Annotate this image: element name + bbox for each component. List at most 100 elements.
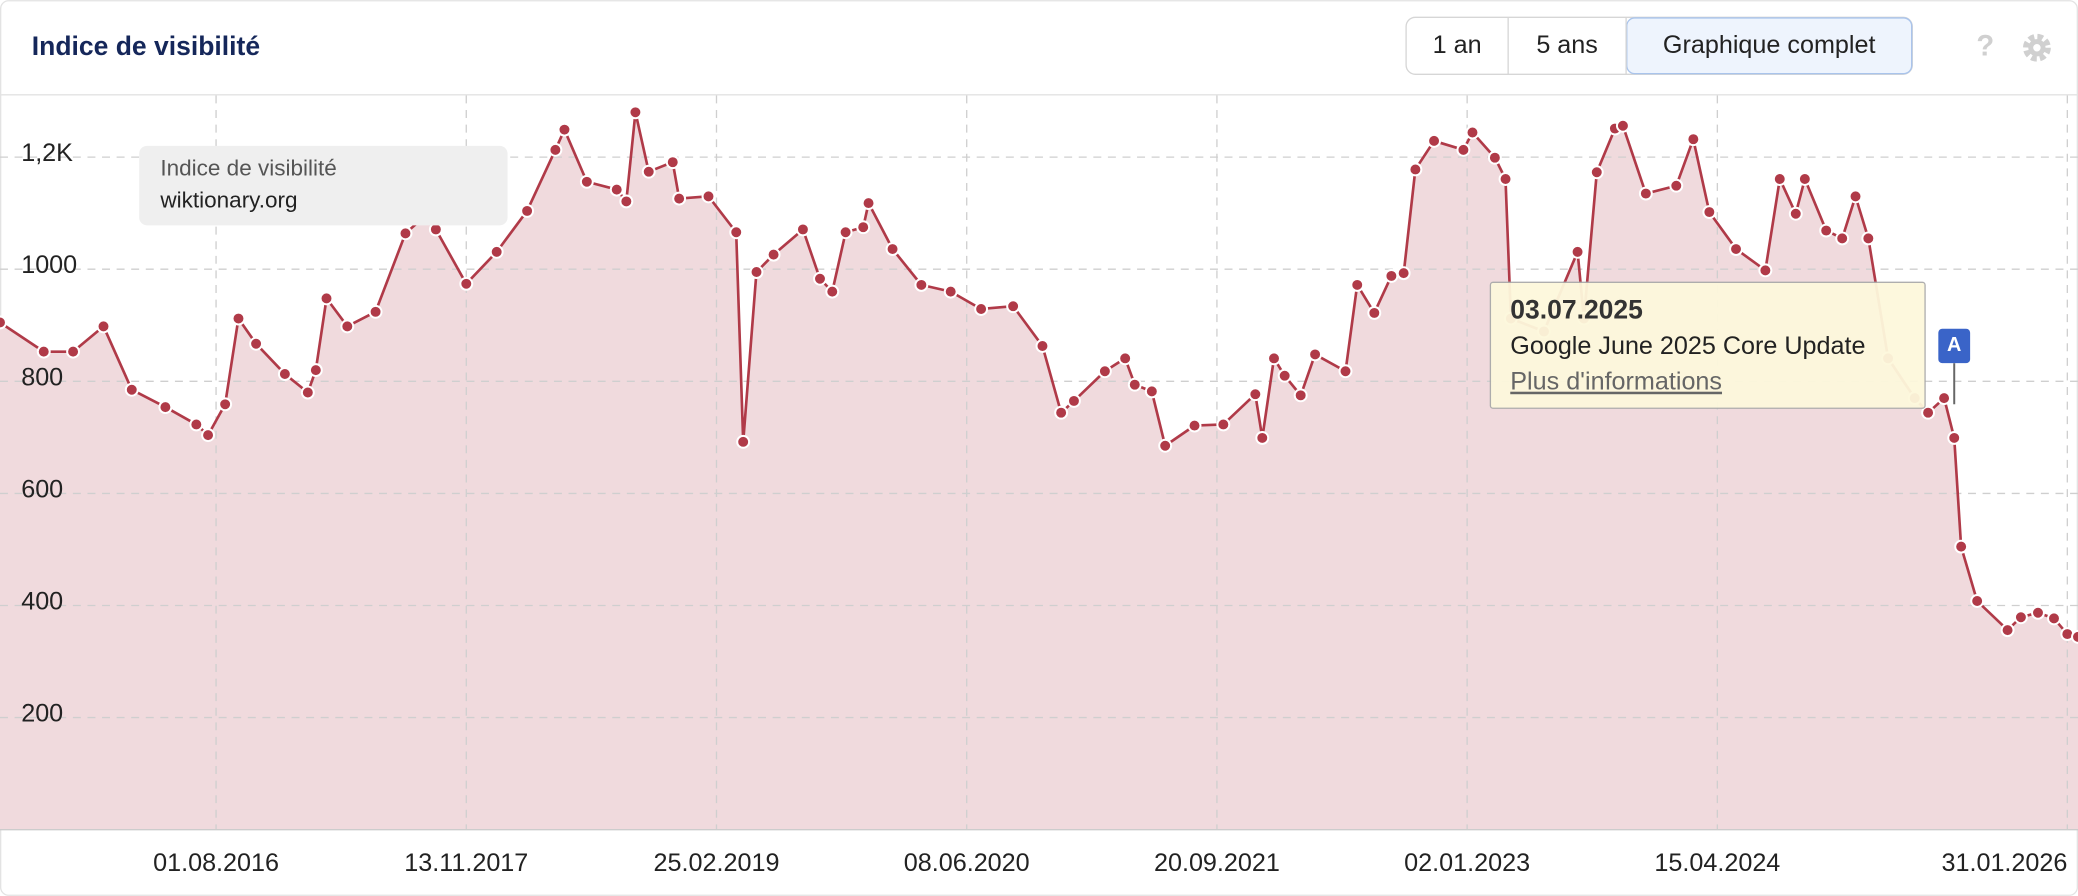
legend-entry: wiktionary.org <box>159 187 297 212</box>
point <box>1144 384 1159 399</box>
annotation-link[interactable]: Plus d'informations <box>1510 368 1722 396</box>
x-tick-label: 13.11.2017 <box>404 849 528 877</box>
gear-hole <box>2033 44 2041 52</box>
point <box>1465 125 1480 140</box>
point <box>1970 594 1985 608</box>
point <box>277 367 292 381</box>
point <box>201 428 216 443</box>
point <box>1788 206 1803 221</box>
point <box>1066 393 1081 408</box>
annotations: 03.07.2025 Google June 2025 Core Update Pl… <box>1489 281 1971 409</box>
point <box>1338 364 1353 379</box>
point <box>1187 418 1202 433</box>
point <box>1758 263 1773 278</box>
point <box>36 344 51 359</box>
point <box>1367 305 1382 320</box>
point <box>665 155 680 170</box>
point <box>736 434 751 449</box>
point <box>641 164 656 179</box>
annotation-label: A <box>1947 334 1961 356</box>
point <box>1054 405 1069 420</box>
point <box>1216 417 1231 432</box>
point <box>557 122 572 137</box>
point <box>1638 186 1653 201</box>
range-buttons: 1 an 5 ans Graphique complet <box>1405 16 1914 75</box>
annotation-text: Google June 2025 Core Update <box>1510 332 1865 360</box>
point <box>231 311 246 326</box>
point <box>1570 244 1585 259</box>
point <box>795 222 810 237</box>
point <box>189 417 204 432</box>
point <box>1669 178 1684 193</box>
point <box>1797 172 1812 186</box>
point <box>1848 189 1863 204</box>
point <box>1954 539 1969 554</box>
point <box>319 291 334 306</box>
point <box>2013 610 2028 625</box>
point <box>628 105 643 120</box>
point <box>1947 430 1962 445</box>
legend-box <box>139 145 508 226</box>
point <box>701 189 716 204</box>
point <box>1396 266 1411 281</box>
point <box>0 315 7 330</box>
chart-title: Indice de visibilité <box>32 31 260 61</box>
x-tick-label: 02.01.2023 <box>1404 849 1530 877</box>
x-tick-label: 20.09.2021 <box>1154 849 1280 877</box>
point <box>398 226 413 241</box>
annotation-marker[interactable] <box>1938 328 1971 364</box>
point <box>1835 231 1850 246</box>
point <box>308 363 323 378</box>
point <box>520 203 535 218</box>
x-tick-label: 01.08.2016 <box>153 849 279 877</box>
point <box>861 196 876 211</box>
point <box>1861 231 1876 246</box>
legend: Indice de visibilité wiktionary.org <box>139 145 508 226</box>
y-tick-label: 800 <box>21 363 63 391</box>
point <box>579 174 594 189</box>
point <box>1006 299 1021 314</box>
point <box>489 244 504 259</box>
y-tick-label: 200 <box>21 700 63 728</box>
point <box>124 382 139 397</box>
point <box>1427 133 1442 148</box>
point <box>96 319 111 334</box>
range-button[interactable]: 1 an <box>1433 31 1482 59</box>
legend-title: Indice de visibilité <box>160 156 336 181</box>
point <box>1456 142 1471 157</box>
point <box>340 319 355 334</box>
annotation-date: 03.07.2025 <box>1510 294 1643 324</box>
y-tick-label: 600 <box>21 475 63 503</box>
point <box>1255 430 1270 445</box>
point <box>1772 172 1787 186</box>
point <box>218 397 233 412</box>
point <box>300 385 315 400</box>
point <box>368 304 383 319</box>
help-icon[interactable]: ? <box>1976 30 1994 62</box>
area <box>0 112 2078 830</box>
point <box>1487 150 1502 165</box>
point <box>1921 405 1936 420</box>
point <box>813 271 827 286</box>
point <box>856 220 871 235</box>
point <box>1589 165 1604 180</box>
point <box>1248 387 1263 402</box>
point <box>1097 364 1112 379</box>
range-button[interactable]: Graphique complet <box>1663 31 1876 59</box>
point <box>825 284 840 299</box>
point <box>974 302 989 316</box>
y-tick-label: 1,2K <box>21 139 73 167</box>
point <box>619 194 634 209</box>
point <box>1158 438 1173 453</box>
settings-icon[interactable] <box>2023 33 2051 62</box>
range-button[interactable]: 5 ans <box>1536 31 1598 59</box>
point <box>838 225 853 240</box>
point <box>749 265 764 279</box>
point <box>1702 205 1717 220</box>
x-tick-label: 31.01.2026 <box>1941 849 2067 877</box>
point <box>1350 277 1365 292</box>
point <box>2047 611 2061 626</box>
point <box>914 277 929 292</box>
